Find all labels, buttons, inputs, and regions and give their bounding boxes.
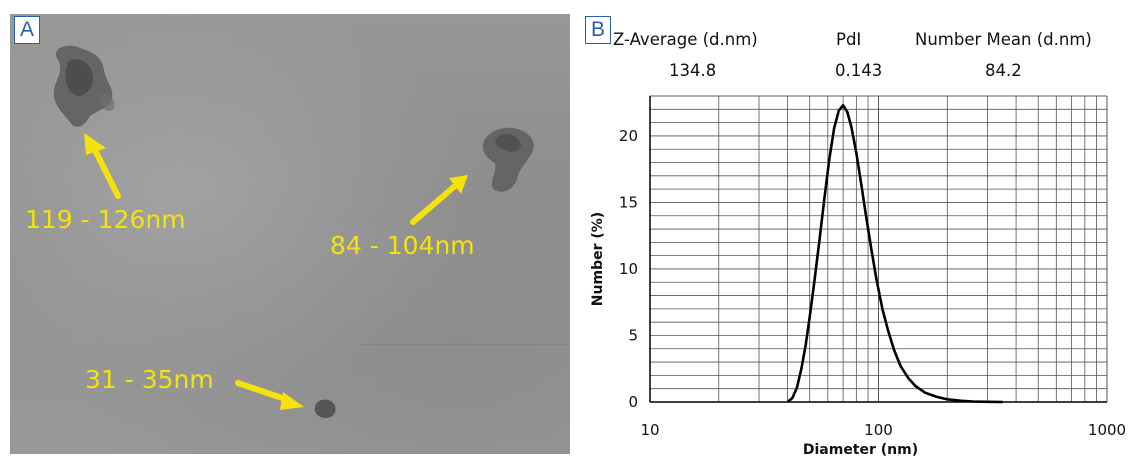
panel-label-a: A xyxy=(14,16,40,44)
x-tick-label: 10 xyxy=(640,421,659,439)
arrow-1-head xyxy=(84,133,106,155)
size-annotation-small: 31 - 35nm xyxy=(85,365,214,394)
arrow-2-shaft xyxy=(410,183,458,225)
y-tick-label: 5 xyxy=(628,326,638,344)
number-mean-label: Number Mean (d.nm) xyxy=(915,30,1092,49)
arrow-1-shaft xyxy=(90,143,121,199)
size-annotation-medium: 84 - 104nm xyxy=(330,231,475,260)
size-annotation-large: 119 - 126nm xyxy=(25,205,186,234)
pdi-value: 0.143 xyxy=(835,61,883,80)
panel-label-b: B xyxy=(585,16,611,44)
x-tick-label: 100 xyxy=(864,421,893,439)
y-tick-label: 15 xyxy=(619,193,638,211)
z-average-label: Z-Average (d.nm) xyxy=(613,30,758,49)
y-tick-label: 20 xyxy=(619,127,638,145)
chart-axes xyxy=(649,96,1107,403)
pdi-label: PdI xyxy=(836,30,862,49)
arrow-3-head xyxy=(280,392,304,410)
x-axis-title: Diameter (nm) xyxy=(803,442,918,458)
y-tick-label: 0 xyxy=(628,393,638,411)
y-axis-title: Number (%) xyxy=(590,212,606,306)
number-mean-value: 84.2 xyxy=(985,61,1022,80)
particle-medium xyxy=(482,127,534,192)
chart-grid xyxy=(649,95,1108,403)
x-tick-label: 1000 xyxy=(1088,421,1126,439)
y-tick-label: 10 xyxy=(619,260,638,278)
tem-micrograph xyxy=(10,14,570,454)
dls-number-distribution-chart: 10 100 1000 0 5 10 15 20 Diameter (nm) Number (… xyxy=(590,95,1126,458)
arrow-2-head xyxy=(449,175,468,194)
z-average-value: 134.8 xyxy=(669,61,717,80)
particle-large xyxy=(53,45,115,127)
image-seam xyxy=(360,344,570,345)
particle-small xyxy=(314,399,336,418)
chart-tick-labels: 10 100 1000 0 5 10 15 20 xyxy=(619,127,1126,439)
distribution-curve xyxy=(786,104,1003,404)
arrow-3-shaft xyxy=(235,380,291,403)
